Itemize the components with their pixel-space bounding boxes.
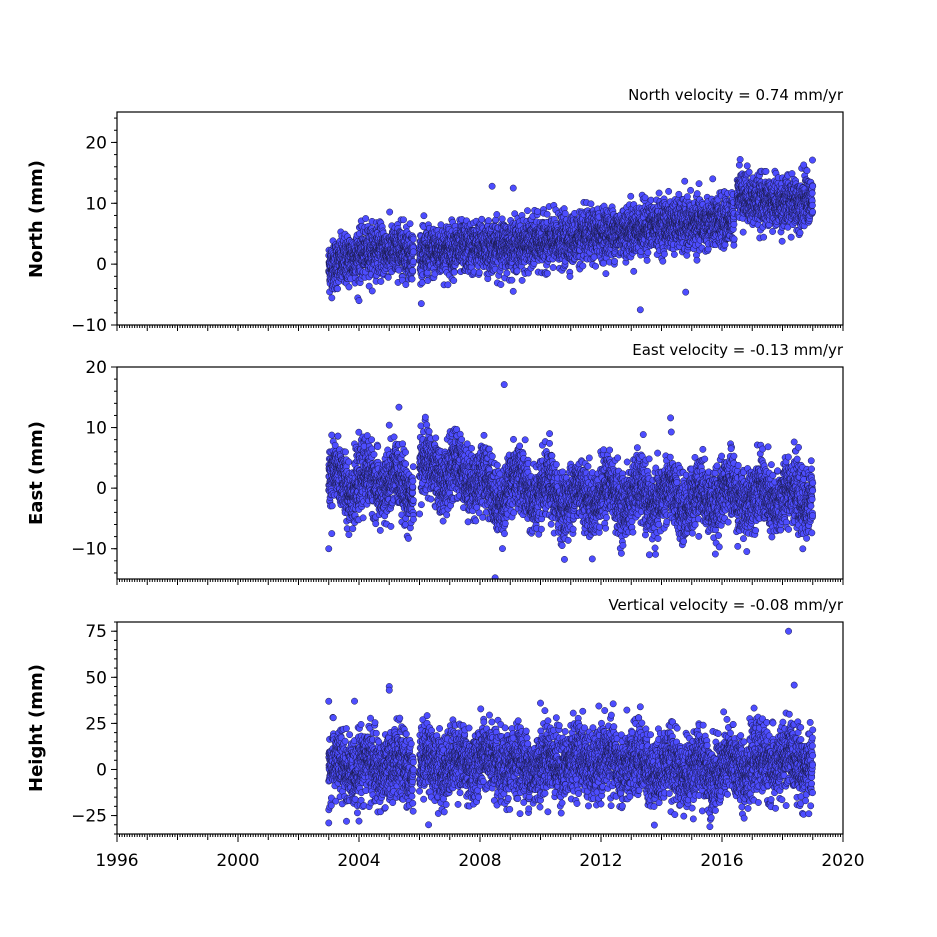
north-point [508,276,516,284]
north-point [687,186,695,194]
north-point [328,294,336,302]
north-point [409,235,417,243]
north-points [325,156,817,314]
north-point [498,215,506,223]
north-point [409,267,417,275]
north-point [444,281,452,289]
north-point [410,248,417,256]
north-point [509,287,517,295]
north-point [450,277,458,284]
north-point [478,215,486,223]
north-point [543,210,551,218]
north-point [655,189,663,197]
north-point [735,161,743,169]
north-point [345,283,353,291]
north-point [365,282,373,290]
north-point [561,210,569,217]
north-point [497,281,505,288]
north-point [417,300,425,308]
north-point [420,212,428,220]
north-point [409,258,417,266]
north-point [368,287,376,295]
north-point [745,168,753,176]
north-point [549,264,557,271]
north-point [543,270,551,277]
north-point [695,180,703,188]
north-point [566,273,574,280]
north-point [386,208,394,216]
north-point [485,217,492,225]
north-point [730,220,738,228]
north-point [450,268,458,276]
north-point [641,194,649,202]
north-point [334,285,341,293]
north-point [739,228,747,236]
north-point [579,262,587,270]
north-point [602,270,610,278]
north-point [630,267,638,275]
north-point [377,278,385,285]
north-point [683,193,691,201]
north-point [475,269,483,276]
north-point [524,207,531,215]
north-point [721,241,729,249]
north-point [643,256,651,264]
north-title: North velocity = 0.74 mm/yr [628,86,844,104]
north-point [627,192,635,200]
north-point [592,262,600,270]
north-point [660,250,668,258]
north-point [518,276,526,284]
north-point [400,216,407,224]
north-point [665,187,673,195]
north-panel: North velocity = 0.74 mm/yr North (mm) −… [26,86,844,336]
north-point [362,215,370,222]
north-point [681,177,689,185]
north-point [644,249,652,257]
north-point [384,273,392,281]
north-point [709,175,717,183]
north-point [730,235,738,243]
north-point [493,211,501,218]
north-point [730,241,738,249]
north-point [743,162,751,170]
north-point [611,257,619,265]
north-point [659,257,667,265]
north-point [534,208,541,216]
north-point [408,275,416,283]
north-point [693,190,701,198]
north-point [587,200,595,208]
north-point [670,251,678,258]
north-ylabel: North (mm) [26,160,47,278]
north-point [402,281,410,289]
north-point [406,220,414,228]
north-point [503,269,511,277]
north-point [693,256,701,264]
north-point [590,253,598,261]
